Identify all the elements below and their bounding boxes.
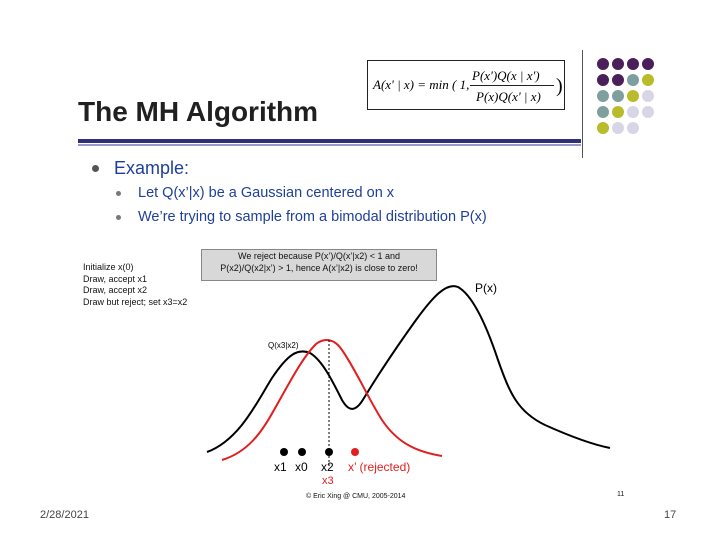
bullet-marker bbox=[116, 215, 121, 220]
bullet-sub-1-text: Let Q(x’|x) be a Gaussian centered on x bbox=[138, 185, 395, 201]
bullet-main-text: Example: bbox=[114, 158, 190, 178]
q-curve bbox=[221, 339, 443, 461]
step-item: Draw, accept x1 bbox=[83, 273, 148, 284]
label-x-prime: x’ (rejected) bbox=[348, 460, 410, 474]
decor-dot bbox=[597, 106, 609, 118]
bullet-marker bbox=[92, 165, 99, 172]
decor-dot bbox=[597, 122, 609, 134]
decor-dot bbox=[627, 106, 639, 118]
footer-date: 2/28/2021 bbox=[40, 509, 89, 521]
title-rule-dark bbox=[78, 139, 581, 143]
page-number: 17 bbox=[664, 509, 677, 521]
step-item: Draw, accept x2 bbox=[83, 285, 148, 295]
formula-denominator: P(x)Q(x' | x) bbox=[476, 89, 541, 104]
bullet-marker bbox=[116, 191, 121, 196]
decor-dot bbox=[597, 58, 609, 70]
rejection-note-line-1: We reject because P(x’)/Q(x’|x2) < 1 and bbox=[238, 251, 400, 261]
decor-dot bbox=[612, 122, 624, 134]
step-item: Draw but reject; set x3=x2 bbox=[83, 296, 188, 307]
decor-dot bbox=[627, 122, 639, 134]
label-x3: x3 bbox=[322, 475, 334, 487]
point-x-prime bbox=[351, 448, 359, 456]
inner-page-number: 11 bbox=[617, 491, 624, 498]
formula-lhs: A(x' | x) = min ( 1, bbox=[373, 77, 470, 92]
q-curve-label: Q(x3|x2) bbox=[268, 341, 299, 350]
p-curve bbox=[206, 285, 611, 453]
p-curve-label: P(x) bbox=[475, 281, 497, 295]
label-x0: x0 bbox=[295, 460, 308, 474]
decor-vertical-line bbox=[582, 50, 583, 158]
decor-dot bbox=[642, 90, 654, 102]
bullet-main: Example: bbox=[92, 158, 189, 179]
decor-dot bbox=[612, 74, 624, 86]
bullet-sub-2-text: We’re trying to sample from a bimodal di… bbox=[138, 209, 487, 225]
decor-dot bbox=[627, 90, 639, 102]
decor-dot bbox=[612, 90, 624, 102]
bullet-sub-2: We’re trying to sample from a bimodal di… bbox=[116, 209, 487, 225]
label-x2: x2 bbox=[321, 460, 334, 474]
point-x1 bbox=[280, 448, 288, 456]
formula-fraction-bar bbox=[470, 85, 554, 86]
title: The MH Algorithm bbox=[78, 96, 319, 127]
decor-dot bbox=[642, 74, 654, 86]
decor-dot bbox=[612, 106, 624, 118]
steps-list: Initialize x(0) Draw, accept x1 Draw, ac… bbox=[83, 262, 187, 308]
rejection-note: We reject because P(x’)/Q(x’|x2) < 1 and… bbox=[201, 249, 437, 281]
formula-close: ) bbox=[556, 75, 563, 97]
label-x1: x1 bbox=[274, 460, 287, 474]
decor-dot bbox=[597, 74, 609, 86]
point-x2 bbox=[325, 448, 333, 456]
copyright: © Eric Xing @ CMU, 2005-2014 bbox=[306, 492, 406, 500]
decor-dot bbox=[642, 58, 654, 70]
formula-numerator: P(x')Q(x | x') bbox=[472, 68, 540, 83]
bullet-sub-1: Let Q(x’|x) be a Gaussian centered on x bbox=[116, 185, 394, 201]
decor-dot bbox=[597, 90, 609, 102]
decor-dot bbox=[612, 58, 624, 70]
title-rule-light bbox=[78, 144, 581, 146]
point-x0 bbox=[298, 448, 306, 456]
decor-dot bbox=[642, 106, 654, 118]
decor-dot bbox=[627, 74, 639, 86]
rejection-note-line-2: P(x2)/Q(x2|x’) > 1, hence A(x’|x2) is cl… bbox=[220, 263, 418, 273]
decor-dot bbox=[627, 58, 639, 70]
step-item: Initialize x(0) bbox=[83, 262, 134, 272]
formula-box: A(x' | x) = min ( 1, P(x')Q(x | x') P(x)… bbox=[367, 60, 565, 110]
